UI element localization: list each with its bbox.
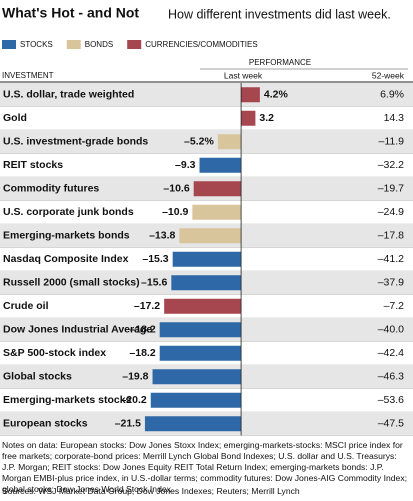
value-label: –15.3 [142,253,168,265]
bar [217,134,242,150]
sources: Sources: WSJ Market Data Group; Dow Jone… [2,486,300,496]
week52-value: 14.3 [384,112,405,124]
legend-label: BONDS [85,40,113,49]
legend-swatch [2,40,16,49]
week52-value: –40.0 [378,324,404,336]
category-label: Russell 2000 (small stocks) [3,277,140,289]
value-label: –10.6 [163,183,189,195]
category-label: Emerging-markets bonds [3,230,130,242]
bar [171,275,242,291]
column-header: Last week [224,70,263,80]
value-label: –20.2 [120,394,146,406]
bar [179,228,242,244]
value-label: –5.2% [184,136,214,148]
week52-value: –37.9 [378,277,404,289]
value-label: –10.9 [162,206,188,218]
bar [172,251,242,267]
category-label: Emerging-markets stocks [3,394,132,406]
row-stripe [0,130,413,154]
row-stripe [0,83,413,107]
legend-label: CURRENCIES/COMMODITIES [145,40,257,49]
bar [241,110,256,126]
category-label: European stocks [3,418,88,430]
bar [144,416,242,432]
value-label: –9.3 [175,159,196,171]
legend-swatch [66,40,81,49]
bar [164,298,242,314]
bar [159,345,242,361]
category-label: Global stocks [3,371,72,383]
bar [199,157,242,173]
bar [150,392,242,408]
value-label: 4.2% [264,89,289,101]
week52-value: –42.4 [378,347,404,359]
group-header: PERFORMANCE [249,58,311,67]
category-label: S&P 500-stock index [3,347,106,359]
week52-value: –7.2 [384,300,405,312]
bar [193,181,242,197]
value-label: –21.5 [115,418,141,430]
week52-value: –53.6 [378,394,404,406]
chart-title: What's Hot - and Not [2,5,139,21]
bar [152,369,242,385]
week52-value: 6.9% [380,89,404,101]
legend-swatch [127,40,142,49]
bar [241,87,260,103]
chart-subtitle: How different investments did last week. [168,7,391,21]
column-header: 52-week [372,70,405,80]
value-label: –19.8 [122,371,148,383]
value-label: 3.2 [259,112,274,124]
category-label: U.S. investment-grade bonds [3,136,148,148]
category-label: Nasdaq Composite Index [3,253,129,265]
week52-value: –17.8 [378,230,404,242]
category-label: Commodity futures [3,183,99,195]
value-label: –13.8 [149,230,175,242]
category-label: REIT stocks [3,159,63,171]
week52-value: –47.5 [378,418,404,430]
notes: Notes on data: European stocks: Dow Jone… [2,440,408,494]
week52-value: –41.2 [378,253,404,265]
category-label: Crude oil [3,300,49,312]
week52-value: –46.3 [378,371,404,383]
week52-value: –11.9 [379,136,405,148]
week52-value: –19.7 [378,183,404,195]
category-label: U.S. dollar, trade weighted [3,89,134,101]
value-label: –17.2 [134,300,160,312]
bar [159,322,242,338]
category-label: Gold [3,112,27,124]
value-label: –15.6 [141,277,167,289]
week52-value: –24.9 [378,206,404,218]
column-header: INVESTMENT [2,71,54,80]
value-label: –18.2 [129,324,155,336]
week52-value: –32.2 [378,159,404,171]
bar [192,204,242,220]
category-label: Dow Jones Industrial Average [3,324,152,336]
legend-label: STOCKS [20,40,53,49]
category-label: U.S. corporate junk bonds [3,206,134,218]
value-label: –18.2 [129,347,155,359]
